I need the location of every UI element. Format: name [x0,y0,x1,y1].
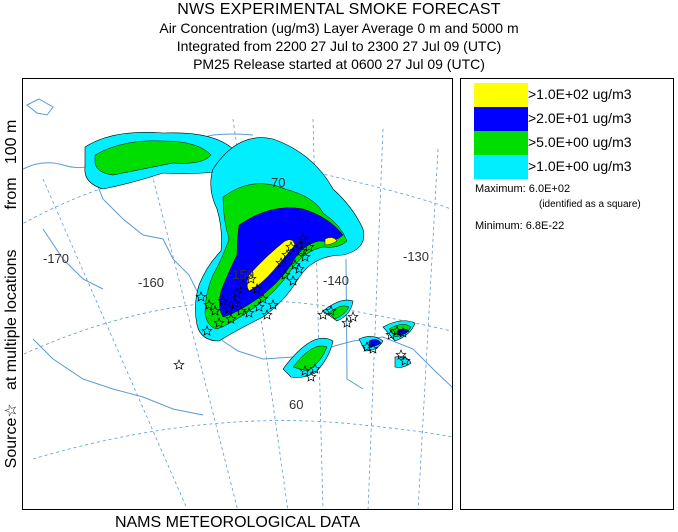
source-star-icon [399,355,411,366]
source-star-icon [347,311,359,322]
legend-item-green: >5.0E+00 ug/m3 [474,131,670,155]
legend: >1.0E+02 ug/m3 >2.0E+01 ug/m3 >5.0E+00 u… [460,78,674,510]
source-star-icon [285,241,297,252]
source-star-icon [235,305,247,316]
source-star-icon [275,257,287,268]
source-side-text: Source☆ at multiple locations from 100 m [3,119,20,469]
source-star-icon [295,245,307,256]
source-star-icon [267,299,279,310]
source-star-icon [305,371,317,382]
source-star-icon [217,295,229,306]
plume-green-north [94,140,212,176]
lat-label-60: 60 [289,397,303,412]
source-star-icon [251,283,263,294]
source-star-icon [223,303,235,314]
lon-label-160: -160 [138,275,164,290]
meridian-130 [367,128,384,509]
legend-swatch-cyan [474,155,528,179]
map-canvas: -170 -160 -150 -140 -130 70 60 [23,98,452,509]
source-star-icon [391,325,403,336]
source-star-icon [173,359,185,370]
source-star-icon [281,249,293,260]
legend-swatch-yellow [474,83,528,107]
source-star-icon [287,275,299,286]
legend-item-yellow: >1.0E+02 ug/m3 [474,83,670,107]
legend-label-blue: >2.0E+01 ug/m3 [528,110,632,126]
source-star-icon [279,269,291,280]
source-star-icon [317,309,329,320]
forecast-title: NWS EXPERIMENTAL SMOKE FORECAST [177,1,501,18]
bering-coast [42,228,104,290]
source-star-icon [201,325,213,336]
source-star-icon [225,313,237,324]
legend-label-cyan: >1.0E+00 ug/m3 [528,158,632,174]
legend-item-blue: >2.0E+01 ug/m3 [474,107,670,131]
source-star-icon [261,309,273,320]
maximum-note: (identified as a square) [539,199,641,210]
source-star-icon [325,305,337,316]
legend-label-green: >5.0E+00 ug/m3 [528,134,632,150]
source-star-icon [361,341,373,352]
plume-yellow-east [324,237,338,246]
source-star-icon [237,279,249,290]
source-star-icon [303,241,315,252]
smoke-map[interactable]: -170 -160 -150 -140 -130 70 60 [22,78,453,510]
plume-blue-se2 [368,339,382,348]
source-star-icon [395,349,407,360]
source-star-icon [253,301,265,312]
legend-label-yellow: >1.0E+02 ug/m3 [528,86,632,102]
lon-label-170: -170 [43,251,69,266]
source-star-icon [245,273,257,284]
release-start-line: PM25 Release started at 0600 27 Jul 09 (… [193,56,485,72]
source-star-icon [209,305,221,316]
maximum-square [296,242,303,249]
plume-green-se1 [328,305,350,320]
source-star-icon [297,233,309,244]
legend-swatch-green [474,131,528,155]
concentration-layer-line: Air Concentration (ug/m3) Layer Average … [159,20,519,36]
maximum-value: Maximum: 6.0E+02 [475,183,571,195]
west-alaska-coast [92,173,202,320]
meridian-170 [42,178,188,509]
source-side-label: Source☆ at multiple locations from 100 m [0,78,22,510]
lon-label-130: -130 [403,249,429,264]
graticule [23,118,452,509]
source-star-icon [341,317,353,328]
source-star-icon [367,343,379,354]
lon-label-140: -140 [323,273,349,288]
lat-label-70: 70 [271,175,285,190]
source-star-icon [213,317,225,328]
source-star-icon [397,327,409,338]
meridian-140 [312,118,324,509]
source-star-icon [231,287,243,298]
minimum-value: Minimum: 6.8E-22 [475,220,565,232]
integration-period-line: Integrated from 2200 27 Jul to 2300 27 J… [176,38,502,54]
yukon-border [345,258,364,390]
wrangel-island [26,98,54,116]
meridian-120 [417,148,439,509]
legend-item-cyan: >1.0E+00 ug/m3 [474,155,670,179]
source-star-icon [229,297,241,308]
aleutian-arc [32,338,204,416]
source-markers [173,233,411,382]
meteorological-data-label: NAMS METEOROLOGICAL DATA [114,514,361,531]
meridian-160 [142,138,238,509]
lon-label-150: -150 [228,267,254,282]
source-star-icon [195,291,207,302]
source-star-icon [309,363,321,374]
source-star-icon [299,251,311,262]
source-star-icon [257,293,269,304]
source-star-icon [243,307,255,318]
parallel-low [32,420,452,460]
source-star-icon [293,263,305,274]
legend-swatch-blue [474,107,528,131]
source-star-icon [203,299,215,310]
source-star-icon [299,365,311,376]
